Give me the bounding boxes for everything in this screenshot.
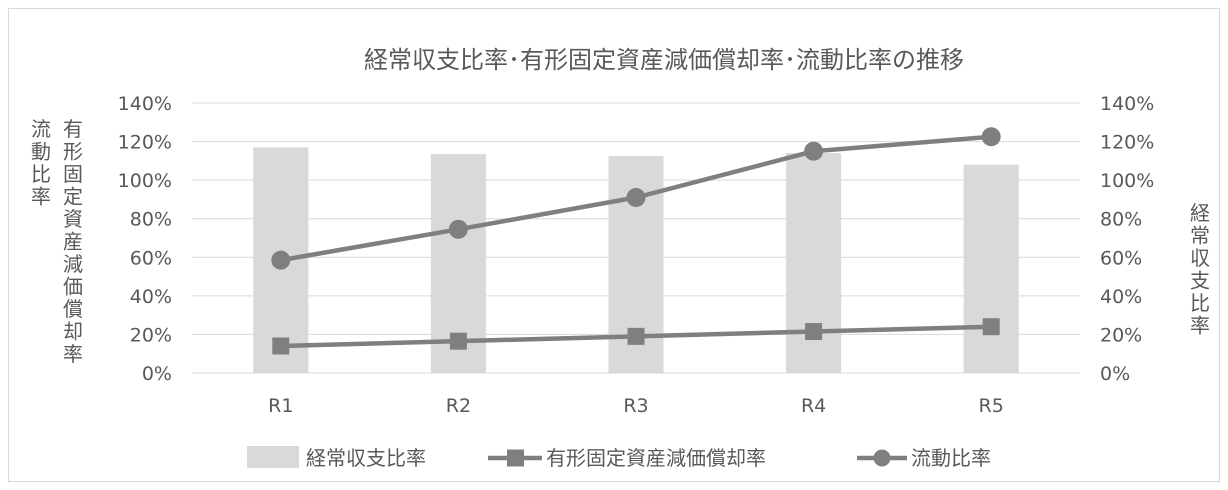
legend: 経常収支比率 有形固定資産減価償却率 流動比率: [247, 446, 991, 470]
square-marker: [982, 318, 1000, 336]
circle-marker: [448, 219, 468, 239]
square-marker: [627, 327, 645, 345]
legend-square-marker: [507, 449, 524, 467]
right-axis-title: 経常収支比率: [1190, 201, 1210, 338]
right-axis-tick-label: 100%: [1100, 170, 1154, 192]
left-axis-ticks: 0% 20% 40% 60% 80% 100% 120% 140%: [118, 93, 172, 385]
square-marker: [272, 337, 290, 355]
x-axis-tick-label: R5: [979, 395, 1004, 417]
right-axis-tick-label: 80%: [1100, 209, 1142, 231]
x-axis-tick-label: R2: [446, 395, 471, 417]
right-axis-tick-label: 0%: [1100, 363, 1130, 385]
right-axis-tick-label: 140%: [1100, 93, 1154, 115]
legend-label: 有形固定資産減価償却率: [546, 446, 766, 470]
left-axis-tick-label: 40%: [130, 286, 172, 308]
right-axis-tick-label: 40%: [1100, 286, 1142, 308]
chart-title: 経常収支比率･有形固定資産減価償却率･流動比率の推移: [364, 46, 964, 74]
bar: [963, 164, 1019, 373]
legend-circle-marker: [873, 449, 891, 467]
left-axis-tick-label: 20%: [130, 324, 172, 346]
left-axis-tick-label: 140%: [118, 93, 172, 115]
circle-marker: [981, 127, 1001, 147]
left-axis-tick-label: 60%: [130, 247, 172, 269]
square-marker: [805, 323, 823, 341]
right-axis-tick-label: 120%: [1100, 132, 1154, 154]
right-axis-title: 経常収支比率: [1190, 201, 1210, 338]
circle-marker: [804, 141, 824, 161]
right-axis-tick-label: 60%: [1100, 247, 1142, 269]
left-axis-title-1: 流動比率: [31, 117, 51, 209]
line-series: [271, 127, 1001, 355]
legend-swatch-bar: [247, 446, 299, 468]
legend-label: 流動比率: [911, 446, 991, 470]
x-axis-tick-label: R1: [268, 395, 293, 417]
left-axis-tick-label: 120%: [118, 132, 172, 154]
right-axis-ticks: 0% 20% 40% 60% 80% 100% 120% 140%: [1100, 93, 1154, 385]
x-axis-tick-label: R3: [623, 395, 648, 417]
x-axis-tick-label: R4: [801, 395, 826, 417]
left-axis-title-current-ratio: 流動比率: [31, 117, 51, 209]
left-axis-title-depreciation-ratio: 有形固定資産減価償却率: [63, 117, 83, 366]
left-axis-title-2: 有形固定資産減価償却率: [63, 117, 83, 366]
square-marker: [449, 332, 467, 350]
right-axis-tick-label: 20%: [1100, 324, 1142, 346]
circle-marker: [626, 188, 646, 207]
x-axis-ticks: R1 R2 R3 R4 R5: [268, 395, 1004, 417]
left-axis-tick-label: 0%: [142, 363, 172, 385]
legend-label: 経常収支比率: [306, 446, 426, 470]
left-axis-tick-label: 100%: [118, 170, 172, 192]
circle-marker: [271, 250, 291, 270]
left-axis-tick-label: 80%: [130, 209, 172, 231]
